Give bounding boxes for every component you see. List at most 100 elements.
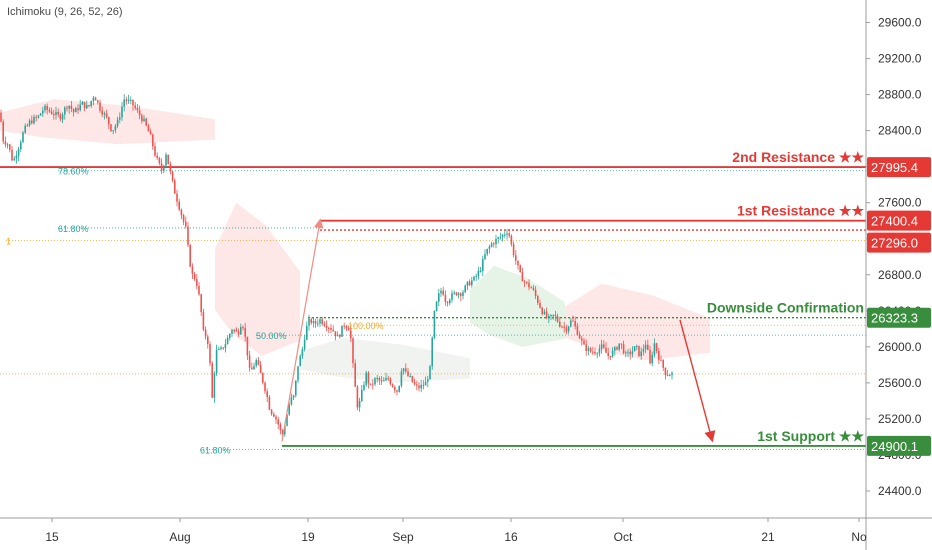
candle-body bbox=[248, 355, 251, 368]
candle-body bbox=[328, 327, 330, 329]
candle-body bbox=[589, 348, 592, 352]
candle-body bbox=[103, 113, 106, 115]
price-tick-label: 26800.0 bbox=[878, 268, 922, 282]
candle-body bbox=[528, 282, 530, 288]
candle-body bbox=[460, 293, 462, 296]
candle-body bbox=[264, 382, 266, 392]
candle-body bbox=[651, 354, 653, 364]
candle-body bbox=[127, 99, 130, 101]
candle-body bbox=[354, 363, 356, 387]
candle-body bbox=[189, 244, 191, 267]
price-axis[interactable]: 24400.024800.025200.025600.026000.026400… bbox=[865, 0, 922, 550]
candle-body bbox=[347, 328, 350, 331]
candle-body bbox=[607, 352, 609, 356]
price-tick-label: 28400.0 bbox=[878, 124, 922, 138]
candle-body bbox=[222, 347, 224, 349]
candle-body bbox=[559, 321, 561, 327]
candle-body bbox=[477, 271, 480, 276]
candle-body bbox=[367, 372, 370, 384]
candle-body bbox=[554, 314, 557, 317]
candle-body bbox=[39, 113, 42, 116]
candle-body bbox=[90, 100, 92, 106]
candle-body bbox=[387, 378, 389, 380]
candle-body bbox=[33, 116, 35, 124]
candle-body bbox=[59, 114, 62, 120]
candle-body bbox=[451, 293, 453, 300]
candle-body bbox=[543, 311, 546, 315]
candle-body bbox=[495, 238, 497, 245]
candle-body bbox=[358, 401, 361, 408]
candle-body bbox=[251, 367, 253, 370]
candle-body bbox=[380, 380, 383, 382]
candle-body bbox=[20, 142, 22, 150]
time-tick-label: Sep bbox=[392, 530, 414, 544]
candle-body bbox=[149, 131, 152, 135]
candle-body bbox=[97, 100, 99, 103]
candle-body bbox=[141, 115, 143, 122]
candle-body bbox=[473, 276, 475, 281]
candle-body bbox=[257, 360, 260, 365]
candle-body bbox=[526, 281, 528, 283]
candle-body bbox=[4, 141, 7, 145]
level-labels: 2nd Resistance ★★ 1st Resistance ★★ Downsi… bbox=[707, 149, 931, 456]
candle-body bbox=[548, 316, 550, 318]
candle-body bbox=[402, 368, 405, 372]
candle-body bbox=[323, 324, 326, 326]
candle-body bbox=[119, 117, 121, 120]
price-tick-label: 25600.0 bbox=[878, 376, 922, 390]
candle-body bbox=[642, 349, 645, 352]
candle-body bbox=[319, 319, 321, 324]
price-tick-label: 25200.0 bbox=[878, 412, 922, 426]
candle-body bbox=[198, 285, 200, 295]
candle-body bbox=[396, 390, 398, 392]
candle-body bbox=[479, 270, 482, 272]
candle-body bbox=[11, 149, 13, 161]
candle-body bbox=[295, 380, 297, 396]
candle-body bbox=[435, 301, 438, 311]
candle-body bbox=[99, 102, 101, 111]
price-tick-label: 26000.0 bbox=[878, 340, 922, 354]
candle-body bbox=[653, 343, 656, 355]
candle-body bbox=[376, 377, 378, 379]
candle-body bbox=[83, 101, 86, 109]
candle-body bbox=[0, 112, 2, 122]
price-tag bbox=[867, 307, 931, 328]
candle-body bbox=[235, 330, 238, 332]
candle-body bbox=[101, 110, 103, 115]
cloud-segment bbox=[300, 337, 470, 383]
candle-body bbox=[312, 321, 315, 323]
candle-body bbox=[442, 290, 444, 295]
candle-body bbox=[561, 326, 563, 328]
candle-body bbox=[255, 360, 257, 367]
candle-body bbox=[497, 237, 499, 239]
candle-body bbox=[636, 345, 638, 347]
level-label: 2nd Resistance ★★ bbox=[732, 149, 864, 165]
candle-body bbox=[136, 108, 139, 111]
candle-body bbox=[171, 171, 174, 181]
candle-body bbox=[61, 114, 64, 120]
fibonacci-levels: 78.60% 61.80% 1 100.00% 50.00% 61.80% bbox=[6, 167, 866, 456]
candle-body bbox=[13, 158, 15, 161]
indicator-legend[interactable]: Ichimoku (9, 26, 52, 26) bbox=[7, 6, 123, 18]
candle-body bbox=[174, 180, 176, 194]
candle-body bbox=[572, 320, 574, 322]
candle-body bbox=[552, 314, 554, 316]
time-axis[interactable]: 15 Aug 19 Sep 16 Oct 21 No bbox=[0, 517, 932, 544]
candle-body bbox=[44, 105, 46, 111]
candle-body bbox=[156, 155, 158, 158]
candle-body bbox=[160, 163, 163, 171]
candle-body bbox=[515, 255, 517, 261]
candle-body bbox=[530, 287, 532, 289]
candle-body bbox=[583, 340, 585, 345]
candle-body bbox=[50, 111, 53, 115]
candle-body bbox=[482, 259, 484, 271]
candle-body bbox=[501, 234, 504, 237]
candle-body bbox=[64, 107, 66, 115]
candle-body bbox=[644, 344, 647, 350]
candle-body bbox=[57, 111, 59, 115]
candle-body bbox=[306, 325, 308, 340]
candle-body bbox=[301, 349, 304, 357]
level-label: Downside Confirmation bbox=[707, 300, 864, 316]
candle-body bbox=[669, 375, 671, 377]
